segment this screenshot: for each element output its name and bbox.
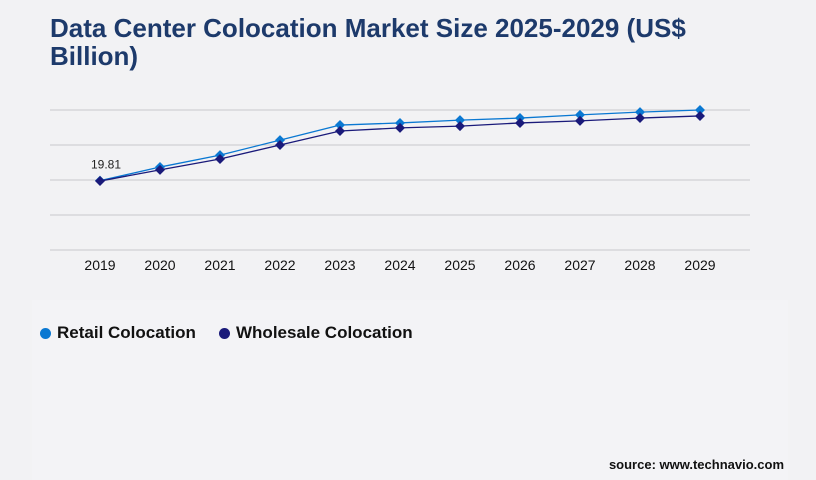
data-point [95,176,105,187]
data-point [695,110,705,121]
data-point [695,105,705,115]
data-point [455,115,465,126]
data-point [575,109,585,120]
data-point [335,120,345,131]
legend-marker-wholesale [219,327,230,339]
x-tick-label: 2023 [324,257,355,273]
x-tick-label: 2019 [84,257,115,273]
data-point [635,113,645,124]
legend-marker-retail [40,327,51,339]
x-tick-label: 2027 [564,257,595,273]
x-tick-label: 2022 [264,257,295,273]
data-point [455,121,465,132]
data-point [635,107,645,118]
data-point [275,140,285,150]
data-label: 19.81 [91,158,121,172]
line-chart: 2019 2020 2021 2022 2023 2024 2025 2026 2027 2028… [50,105,750,273]
legend-label-retail: Retail Colocation [57,323,196,342]
data-point [335,126,345,136]
x-tick-label: 2025 [444,257,475,273]
legend-panel [32,300,788,480]
x-tick-label: 2024 [384,257,415,273]
legend-label-wholesale: Wholesale Colocation [236,323,413,342]
data-point [215,154,225,164]
x-tick-label: 2026 [504,257,535,273]
data-point [395,122,405,133]
x-tick-label: 2021 [204,257,235,273]
data-point [155,164,165,175]
legend-item-wholesale: Wholesale Colocation [219,323,413,343]
source-note: source: www.technavio.com [608,457,784,472]
legend-item-retail: Retail Colocation [40,323,196,343]
data-point [515,117,525,128]
x-tick-label: 2028 [624,257,655,273]
data-point [575,115,585,126]
x-tick-label: 2020 [144,257,175,273]
x-tick-label: 2029 [684,257,715,273]
chart-title: Data Center Colocation Market Size 2025-… [50,13,686,71]
